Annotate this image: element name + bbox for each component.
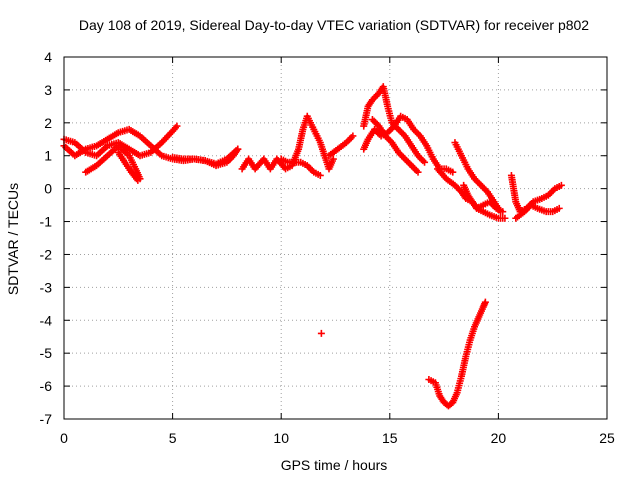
y-tick-label: -4 — [40, 312, 53, 328]
y-tick-label: 3 — [44, 82, 52, 98]
data-point — [475, 180, 483, 188]
data-point — [499, 208, 507, 216]
data-point — [372, 119, 380, 127]
y-tick-label: -7 — [40, 411, 53, 427]
data-point — [329, 155, 337, 163]
data-point — [370, 117, 378, 125]
data-point — [368, 116, 376, 124]
data-point — [557, 181, 565, 189]
x-tick-label: 20 — [491, 430, 507, 446]
data-point — [479, 183, 487, 191]
data-point — [421, 158, 429, 166]
data-point — [398, 152, 406, 160]
data-points — [60, 83, 565, 410]
y-tick-labels: 4 3 2 1 0 -1 -2 -3 -4 -5 -6 -7 — [40, 49, 53, 427]
data-point — [474, 178, 482, 186]
y-tick-label: -1 — [40, 214, 53, 230]
data-point — [396, 127, 404, 135]
data-point — [411, 165, 419, 173]
y-tick-label: -5 — [40, 345, 53, 361]
x-axis-label: GPS time / hours — [281, 457, 388, 473]
y-tick-label: -2 — [40, 246, 53, 262]
data-point — [317, 329, 325, 337]
y-tick-label: 0 — [44, 181, 52, 197]
chart-title: Day 108 of 2019, Sidereal Day-to-day VTE… — [79, 17, 589, 33]
data-point — [346, 135, 354, 143]
x-tick-labels: 0 5 10 15 20 25 — [60, 430, 615, 446]
data-point — [398, 129, 406, 137]
data-point — [372, 92, 380, 100]
data-point — [414, 168, 422, 176]
data-point — [555, 204, 563, 212]
data-point — [409, 163, 417, 171]
y-tick-label: 4 — [44, 49, 52, 65]
data-point — [406, 160, 414, 168]
y-axis-label: SDTVAR / TECUs — [5, 183, 21, 295]
y-tick-label: 1 — [44, 148, 52, 164]
data-point — [399, 153, 407, 161]
y-tick-label: -3 — [40, 279, 53, 295]
data-point — [477, 181, 485, 189]
data-point — [385, 135, 393, 143]
plot-frame — [63, 56, 608, 420]
data-point — [454, 185, 462, 193]
axis-ticks — [63, 56, 608, 420]
x-tick-label: 25 — [599, 430, 615, 446]
data-point — [417, 155, 425, 163]
data-point — [173, 122, 181, 130]
data-point — [307, 165, 315, 173]
x-tick-label: 0 — [60, 430, 68, 446]
data-point — [234, 145, 242, 153]
data-point — [408, 162, 416, 170]
data-point — [412, 167, 420, 175]
x-tick-label: 10 — [273, 430, 289, 446]
data-point — [401, 155, 409, 163]
data-point — [316, 171, 324, 179]
data-point — [134, 176, 142, 184]
data-point — [403, 157, 411, 165]
data-point — [501, 214, 509, 222]
x-tick-label: 5 — [169, 430, 177, 446]
data-point — [413, 129, 421, 137]
data-point — [419, 157, 427, 165]
data-point — [404, 158, 412, 166]
y-tick-label: -6 — [40, 378, 53, 394]
data-point — [480, 185, 488, 193]
data-point — [347, 134, 355, 142]
x-tick-label: 15 — [382, 430, 398, 446]
data-point — [449, 168, 457, 176]
data-point — [548, 188, 556, 196]
data-point — [481, 298, 489, 306]
y-tick-label: 2 — [44, 115, 52, 131]
data-point — [349, 132, 357, 140]
grid-lines — [64, 57, 607, 419]
